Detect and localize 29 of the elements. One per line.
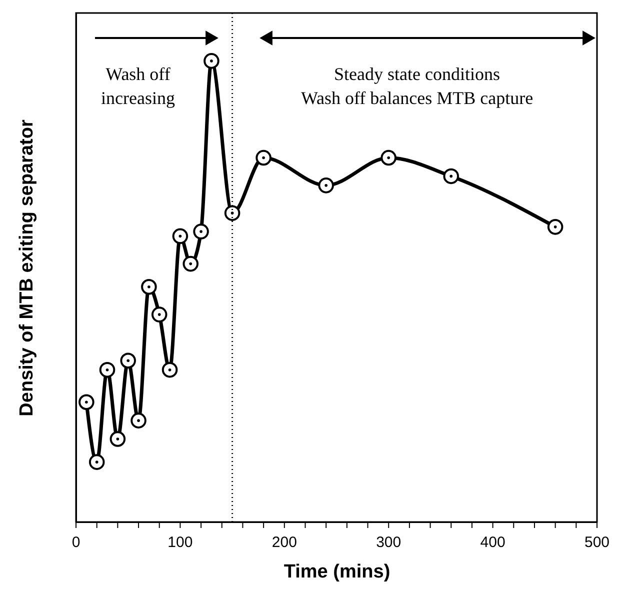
point (224, 205, 240, 221)
point (547, 219, 564, 235)
point (380, 150, 396, 166)
point (78, 394, 94, 410)
y-axis-title: Density of MTB exiting separator (16, 119, 38, 416)
x-tick-label: 100 (168, 534, 193, 551)
point (256, 150, 272, 166)
point (88, 454, 105, 470)
x-tick-label: 400 (480, 534, 506, 551)
annotation: Wash off increasing (101, 64, 175, 108)
x-tick-label: 300 (376, 534, 402, 551)
x-tick-label: 200 (272, 534, 297, 551)
point (162, 362, 178, 378)
point (318, 178, 334, 194)
annotation: Steady state conditions Wash off balances MTB capture (300, 64, 534, 108)
x-tick-label: 0 (72, 534, 80, 551)
point (110, 431, 126, 447)
point (204, 53, 220, 69)
point (443, 168, 460, 184)
point (182, 256, 199, 272)
point (193, 224, 209, 240)
point (99, 362, 116, 378)
point (130, 412, 146, 428)
point (120, 352, 136, 369)
point (151, 306, 168, 322)
x-tick-label: 500 (584, 534, 610, 551)
point (141, 278, 157, 295)
point (172, 228, 188, 244)
x-axis-title: Time (mins) (284, 562, 390, 582)
